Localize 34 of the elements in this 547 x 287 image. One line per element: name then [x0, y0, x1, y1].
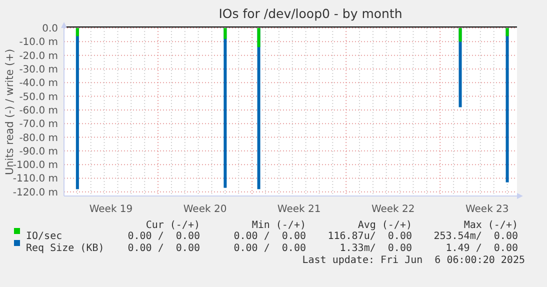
x-tick-label: Week 23 [465, 204, 509, 215]
x-tick-label: Week 22 [371, 204, 415, 215]
y-tick-label: -90.0 m [19, 146, 58, 158]
text: 1.33m/ 0.00 [340, 243, 412, 254]
x-tick-label: Week 21 [277, 204, 321, 215]
text: 0.00 / 0.00 [234, 243, 306, 254]
y-tick-label: -20.0 m [19, 50, 58, 62]
text: 0.00 / 0.00 [234, 231, 306, 242]
y-tick-label: -50.0 m [19, 92, 58, 103]
text: Max (-/+) [464, 220, 518, 231]
y-tick-label: 0.0 [42, 24, 58, 34]
text: 0.00 / 0.00 [128, 231, 200, 242]
legend-label: IO/sec [26, 231, 62, 242]
text: 116.87u/ 0.00 [328, 231, 412, 242]
x-tick-label: Week 19 [89, 204, 133, 215]
text: Avg (-/+) [358, 220, 412, 231]
x-tick-label: Week 20 [183, 204, 227, 215]
text: 253.54m/ 0.00 [434, 231, 518, 242]
y-tick-label: -10.0 m [19, 37, 58, 48]
y-tick-label: -30.0 m [19, 64, 58, 76]
y-tick-label: -80.0 m [19, 132, 58, 144]
y-tick-label: -110.0 m [12, 174, 58, 185]
text: Min (-/+) [252, 220, 306, 231]
text: 1.49 / 0.00 [446, 243, 518, 254]
chart-title: IOs for /dev/loop0 - by month [218, 6, 402, 21]
legend-label: Req Size (KB) [26, 243, 104, 254]
y-tick-label: -60.0 m [19, 105, 58, 116]
y-tick-label: -100.0 m [12, 160, 58, 172]
text: 0.00 / 0.00 [128, 243, 200, 254]
text: Cur (-/+) [146, 220, 200, 231]
text: Last update: Fri Jun 6 06:00:20 2025 [302, 255, 525, 266]
y-tick-label: -40.0 m [19, 78, 58, 90]
y-tick-label: -120.0 m [12, 187, 58, 198]
y-tick-label: -70.0 m [19, 119, 58, 130]
